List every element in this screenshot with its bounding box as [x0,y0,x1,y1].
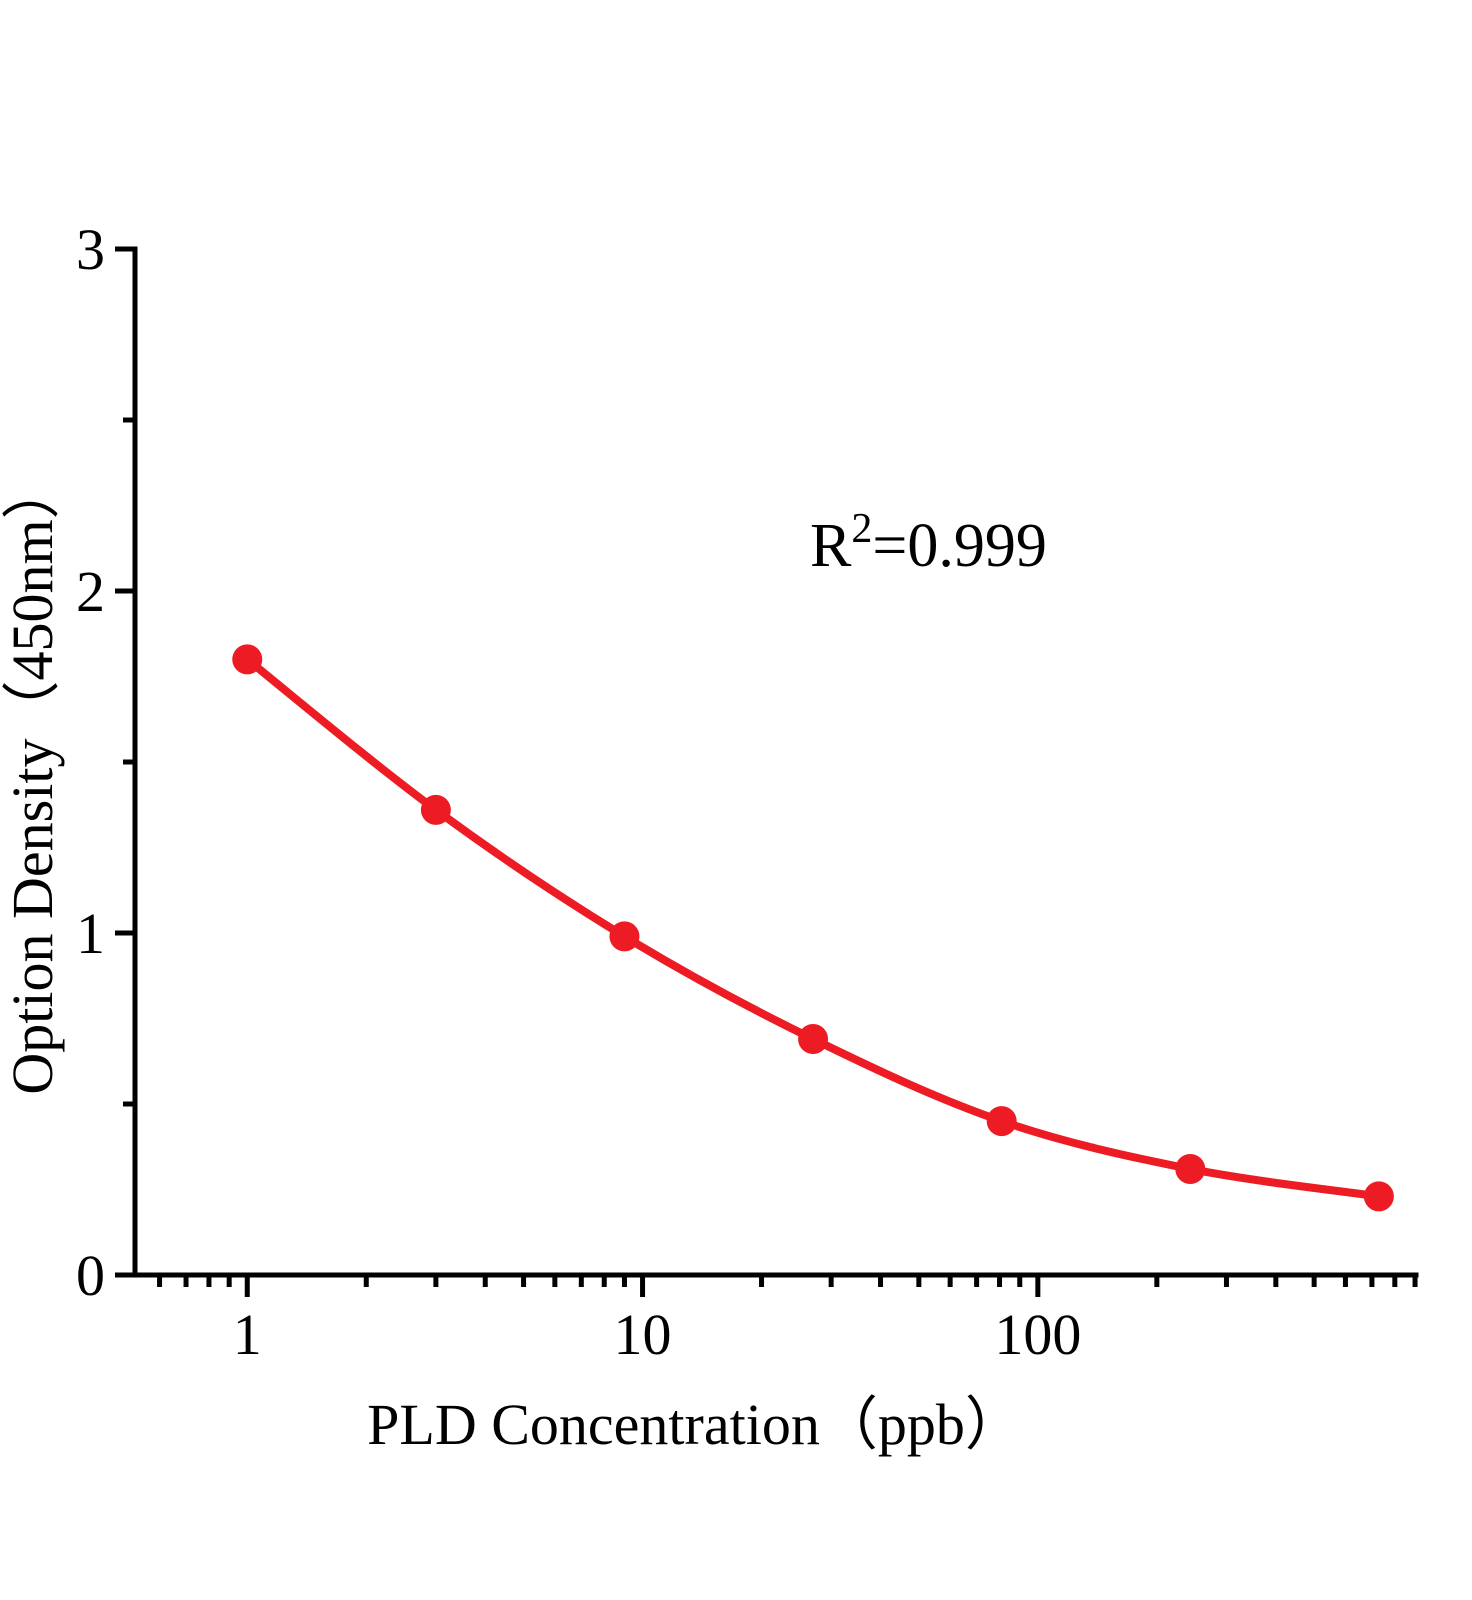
standard-curve-line [243,655,1383,1201]
data-point-marker [986,1106,1017,1137]
data-point-marker [1175,1153,1206,1184]
data-point-marker [798,1024,829,1055]
data-point-marker [609,921,640,952]
r-squared-annotation: R2=0.999 [810,506,1047,580]
y-tick-label: 0 [76,1243,105,1308]
data-point-marker [1363,1181,1394,1212]
y-tick-label: 3 [76,217,105,282]
x-tick-label: 1 [233,1302,262,1367]
x-tick-label: 10 [614,1302,672,1367]
axes-spine [132,246,1419,1278]
y-tick-label: 1 [76,901,105,966]
data-point-marker [420,794,451,825]
x-tick-label: 100 [994,1302,1081,1367]
y-axis-title: Option Density（450nm） [0,461,65,1094]
data-point-marker [232,644,263,675]
y-tick-label: 2 [76,559,105,624]
x-axis-title: PLD Concentration（ppb） [367,1392,1023,1457]
